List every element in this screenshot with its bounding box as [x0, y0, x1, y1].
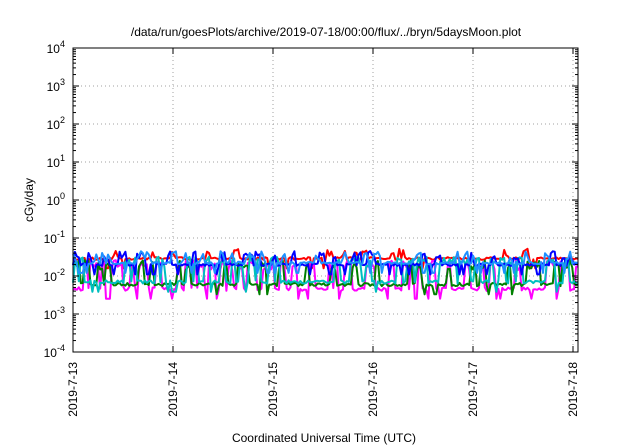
y-tick-label: 10-1	[44, 229, 65, 246]
y-tick-label: 10-4	[44, 343, 65, 360]
y-tick-label: 100	[47, 191, 65, 208]
grid-lines	[73, 48, 578, 352]
y-axis-label: cGy/day	[22, 178, 36, 222]
data-series	[72, 247, 579, 300]
y-tick-label: 104	[47, 39, 65, 56]
x-tick-label: 2019-7-13	[66, 362, 80, 417]
chart-title: /data/run/goesPlots/archive/2019-07-18/0…	[131, 25, 522, 39]
x-axis-label: Coordinated Universal Time (UTC)	[232, 431, 416, 445]
x-tick-label: 2019-7-17	[466, 362, 480, 417]
x-tick-label: 2019-7-16	[366, 362, 380, 417]
x-tick-label: 2019-7-15	[266, 362, 280, 417]
x-axis-ticks: 2019-7-13 2019-7-14 2019-7-15 2019-7-16 2019…	[66, 48, 580, 417]
x-tick-label: 2019-7-14	[166, 362, 180, 417]
x-tick-label: 2019-7-18	[566, 362, 580, 417]
y-axis-ticks: 10-4 10-3 10-2 10-1 100 101 102 103 104	[44, 39, 578, 360]
y-tick-label: 10-3	[44, 305, 65, 322]
y-tick-label: 101	[47, 153, 65, 170]
series-line	[72, 250, 579, 274]
series-line	[72, 255, 579, 293]
y-tick-label: 102	[47, 115, 65, 132]
y-tick-label: 10-2	[44, 267, 65, 284]
y-tick-label: 103	[47, 77, 65, 94]
